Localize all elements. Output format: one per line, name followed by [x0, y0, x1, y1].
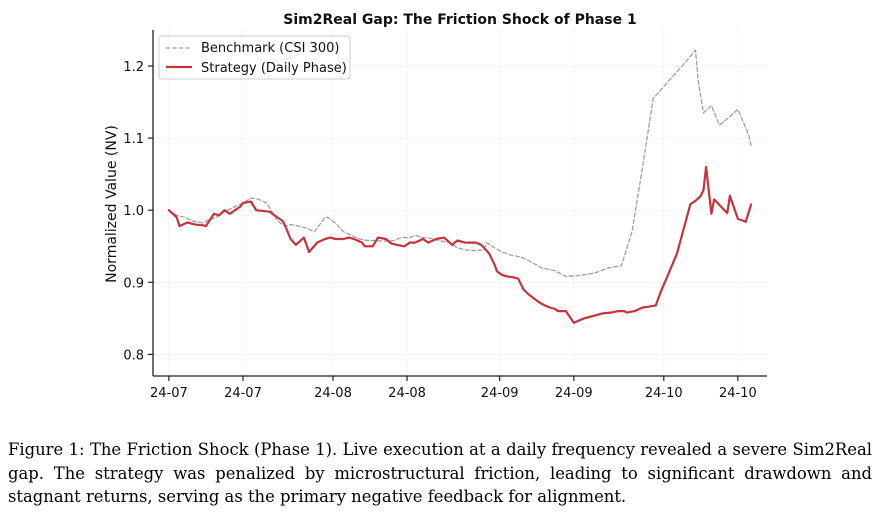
legend: Benchmark (CSI 300) Strategy (Daily Phas…: [158, 35, 351, 80]
y-tick-label: 1.0: [123, 204, 144, 219]
x-tick-label: 24-08: [388, 386, 426, 401]
y-tick-label: 1.1: [123, 132, 144, 147]
legend-strategy-label: Strategy (Daily Phase): [201, 61, 347, 76]
x-tick-label: 24-10: [645, 386, 683, 401]
series-strategy-line: [167, 165, 753, 324]
chart: Sim2Real Gap: The Friction Shock of Phas…: [104, 12, 767, 401]
figure-caption: Figure 1: The Friction Shock (Phase 1). …: [8, 440, 872, 506]
legend-benchmark-label: Benchmark (CSI 300): [201, 41, 339, 56]
series-lines: [167, 49, 753, 324]
legend-frame: [158, 35, 351, 80]
x-tick-label: 24-08: [314, 386, 352, 401]
x-tick-label: 24-07: [224, 386, 262, 401]
axes: [152, 30, 767, 377]
x-tick-label: 24-09: [555, 386, 593, 401]
x-tick-label: 24-09: [481, 386, 519, 401]
grid-lines: [153, 30, 767, 376]
y-tick-label: 1.2: [123, 60, 144, 75]
y-tick-label: 0.8: [123, 348, 144, 363]
y-tick-label: 0.9: [123, 276, 144, 291]
x-tick-label: 24-10: [719, 386, 757, 401]
chart-title: Sim2Real Gap: The Friction Shock of Phas…: [283, 12, 636, 28]
x-tick-label: 24-07: [150, 386, 188, 401]
y-axis-label: Normalized Value (NV): [104, 125, 120, 283]
axis-ticks: 0.8 0.9 1.0 1.1 1.2 24-07 24-07 24-08 24-08 24-09…: [123, 60, 756, 401]
